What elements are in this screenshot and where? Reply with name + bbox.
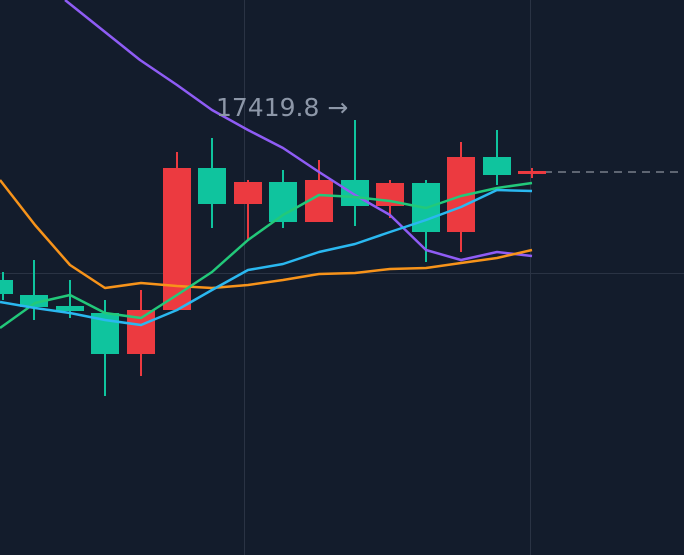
ma-line <box>0 188 533 327</box>
candle <box>0 280 13 294</box>
candle <box>234 182 262 204</box>
candle <box>518 171 546 174</box>
price-annotation: 17419.8 → <box>216 93 348 122</box>
moving-averages <box>0 0 533 330</box>
candle <box>483 157 511 175</box>
ma-line <box>0 181 533 330</box>
candle <box>198 168 226 204</box>
ma-line <box>64 0 533 262</box>
candle <box>341 180 369 206</box>
candle <box>20 295 48 307</box>
ma-line <box>0 179 533 290</box>
candle <box>56 306 84 311</box>
